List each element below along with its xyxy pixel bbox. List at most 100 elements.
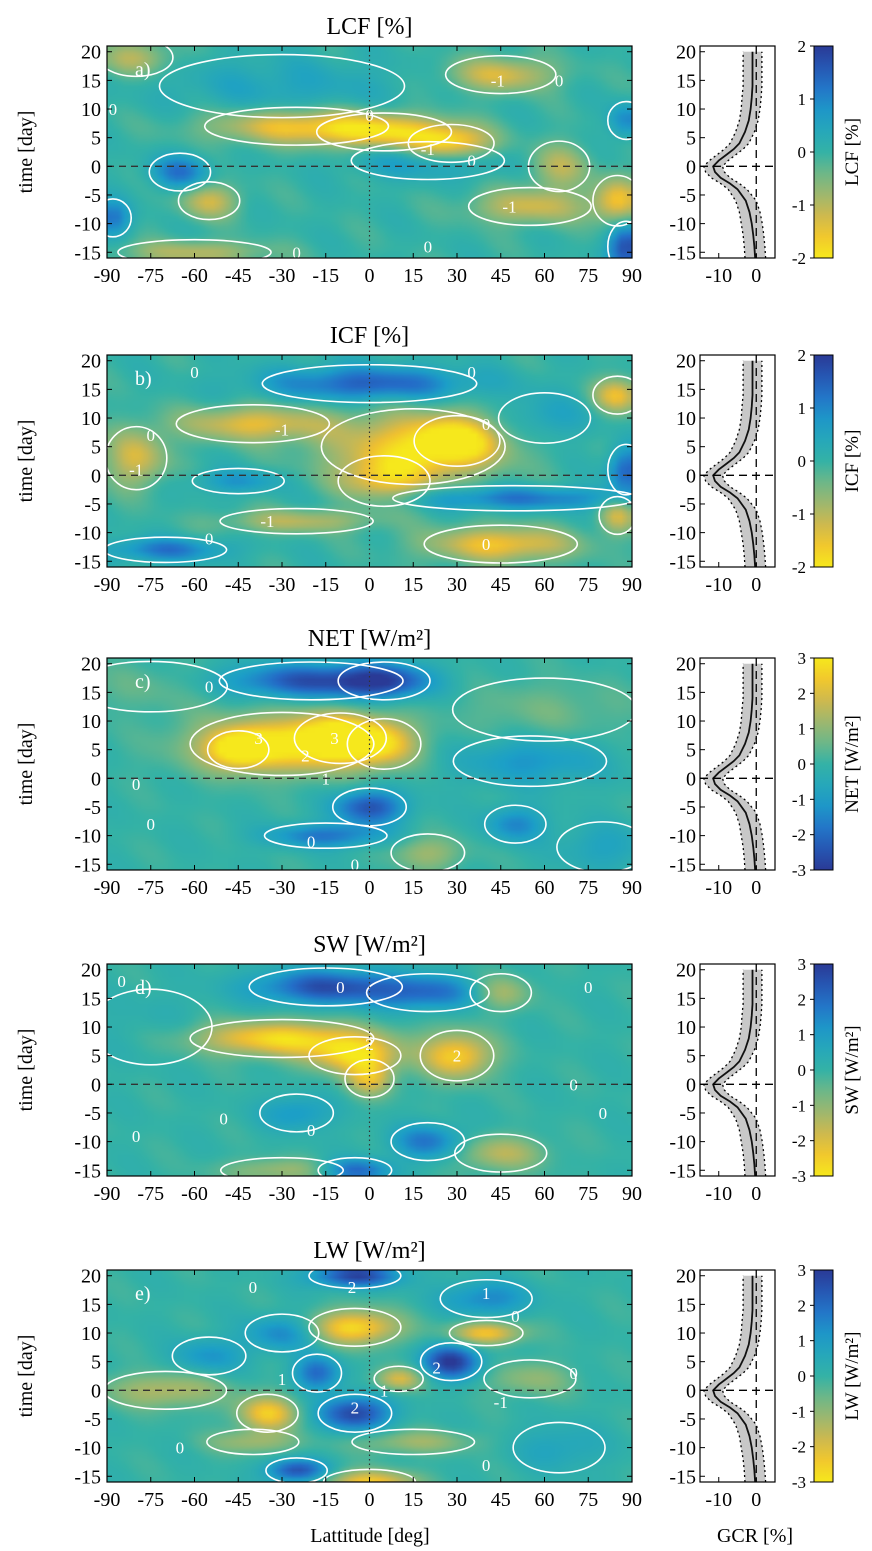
contour-line — [117, 238, 272, 266]
y-tick-label: 15 — [81, 70, 101, 92]
gcr-y-tick-label: -15 — [669, 854, 696, 876]
x-tick-label: 90 — [622, 1183, 642, 1205]
contour-line — [497, 392, 592, 445]
colorbar-tick-label: -2 — [792, 249, 806, 268]
contour-line — [219, 1156, 345, 1184]
contour-line — [308, 1035, 402, 1076]
y-tick-label: 0 — [91, 156, 101, 178]
contour-label: 0 — [307, 1121, 316, 1140]
gcr-confidence-band — [703, 1275, 766, 1482]
colorbar-label: ICF [%] — [842, 430, 863, 493]
x-tick-label: 75 — [578, 1489, 598, 1511]
panel-title: NET [W/m²] — [308, 626, 431, 652]
x-tick-label: 90 — [622, 574, 642, 596]
gcr-x-tick-label: -10 — [705, 877, 732, 899]
x-tick-label: 15 — [403, 574, 423, 596]
x-tick-label: 0 — [365, 877, 375, 899]
gcr-frame — [699, 963, 776, 1177]
gcr-upper-bound — [721, 969, 767, 1177]
gcr-y-tick-label: 20 — [676, 654, 696, 676]
y-tick-label: -10 — [74, 214, 101, 236]
panels: 0 000-1-1-100-90 -75 -60 -45 -30 -15 0 15 30 45 60 7… — [15, 14, 863, 1511]
panel-label: a) — [135, 59, 151, 81]
colorbar — [813, 354, 834, 568]
x-tick-label: 30 — [447, 877, 467, 899]
contour-line — [189, 711, 375, 777]
panel-title: ICF [%] — [330, 323, 409, 349]
gcr-confidence-band — [703, 360, 766, 567]
contour-label: 0 — [147, 426, 156, 445]
gcr-y-tick-label: 15 — [676, 682, 696, 704]
gcr-mean-line — [712, 360, 757, 568]
gcr-upper-bound — [721, 360, 767, 568]
x-tick-label: -90 — [94, 1183, 121, 1205]
x-tick-label: -45 — [225, 1183, 252, 1205]
x-tick-label: 90 — [622, 1489, 642, 1511]
gcr-y-tick-label: -5 — [679, 1103, 696, 1125]
contour-label: 0 — [584, 978, 593, 997]
contour-label: 0 — [205, 529, 214, 548]
colorbar-tick-label: -3 — [792, 1167, 806, 1186]
panel-5: 02100212001-1-90-75-60-45-30-15015304560… — [15, 1238, 863, 1511]
contour-line — [365, 972, 490, 1013]
contour-label: 0 — [132, 775, 141, 794]
gcr-y-tick-label: 5 — [686, 1352, 696, 1374]
colorbar-tick-label: -3 — [792, 861, 806, 880]
colorbar-tick-label: 0 — [798, 143, 807, 162]
contour-line — [317, 1156, 393, 1184]
panel-title: LW [W/m²] — [313, 1238, 425, 1264]
panel-2: 0 00-1-1-10 00-90 -75 -60 -45 -30 -15 0 15 30 45 60 7… — [15, 323, 863, 596]
gcr-mean-line — [712, 51, 757, 259]
contour-label: 0 — [219, 1110, 228, 1129]
x-tick-label: 0 — [365, 1489, 375, 1511]
x-tick-label: 60 — [535, 1183, 555, 1205]
y-tick-label: -5 — [84, 494, 101, 516]
gcr-x-tick-label: 0 — [751, 877, 761, 899]
contour-line — [444, 54, 557, 95]
x-tick-label: -30 — [269, 1489, 296, 1511]
contour-label: 0 — [511, 1307, 520, 1326]
colorbar-tick-label: 2 — [798, 1296, 807, 1315]
gcr-axis-label: GCR [%] — [717, 1525, 793, 1547]
contour-line — [88, 988, 213, 1066]
contour-line — [315, 112, 453, 152]
contour-line — [308, 1307, 402, 1348]
contour-label: -1 — [494, 1393, 508, 1412]
contour-label: -1 — [260, 512, 274, 531]
y-tick-label: 10 — [81, 1323, 101, 1345]
y-tick-label: 15 — [81, 379, 101, 401]
gcr-y-tick-label: -5 — [679, 494, 696, 516]
y-tick-label: 10 — [81, 711, 101, 733]
contour-line — [598, 495, 637, 536]
gcr-y-tick-label: 10 — [676, 99, 696, 121]
x-tick-label: -30 — [269, 574, 296, 596]
contour-label: 2 — [351, 1399, 360, 1418]
gcr-y-tick-label: 0 — [686, 156, 696, 178]
contour-line — [317, 1393, 393, 1433]
y-tick-label: -15 — [74, 551, 101, 573]
contour-label: 0 — [336, 978, 345, 997]
contour-line — [351, 1428, 476, 1456]
gcr-frame — [699, 657, 776, 871]
y-tick-label: 5 — [91, 1352, 101, 1374]
contour-line — [392, 484, 639, 512]
x-tick-label: -75 — [137, 265, 164, 287]
contour-line — [308, 1262, 402, 1290]
gcr-y-tick-label: -15 — [669, 1466, 696, 1488]
colorbar-tick-label: 0 — [798, 755, 807, 774]
x-tick-label: 45 — [491, 574, 511, 596]
colorbar — [813, 45, 834, 259]
y-axis-label: time [day] — [15, 1029, 37, 1112]
x-tick-label: 60 — [535, 265, 555, 287]
contour-line — [337, 455, 431, 508]
y-tick-label: -10 — [74, 1438, 101, 1460]
colorbar-tick-label: 1 — [798, 1332, 807, 1351]
colorbar-tick-label: -1 — [792, 505, 806, 524]
contour-line — [483, 1359, 577, 1399]
colorbar-tick-label: 2 — [798, 990, 807, 1009]
gcr-y-tick-label: 20 — [676, 42, 696, 64]
colorbar-tick-label: 0 — [798, 452, 807, 471]
contour-label: -1 — [491, 71, 505, 90]
contour-line — [171, 1336, 247, 1376]
